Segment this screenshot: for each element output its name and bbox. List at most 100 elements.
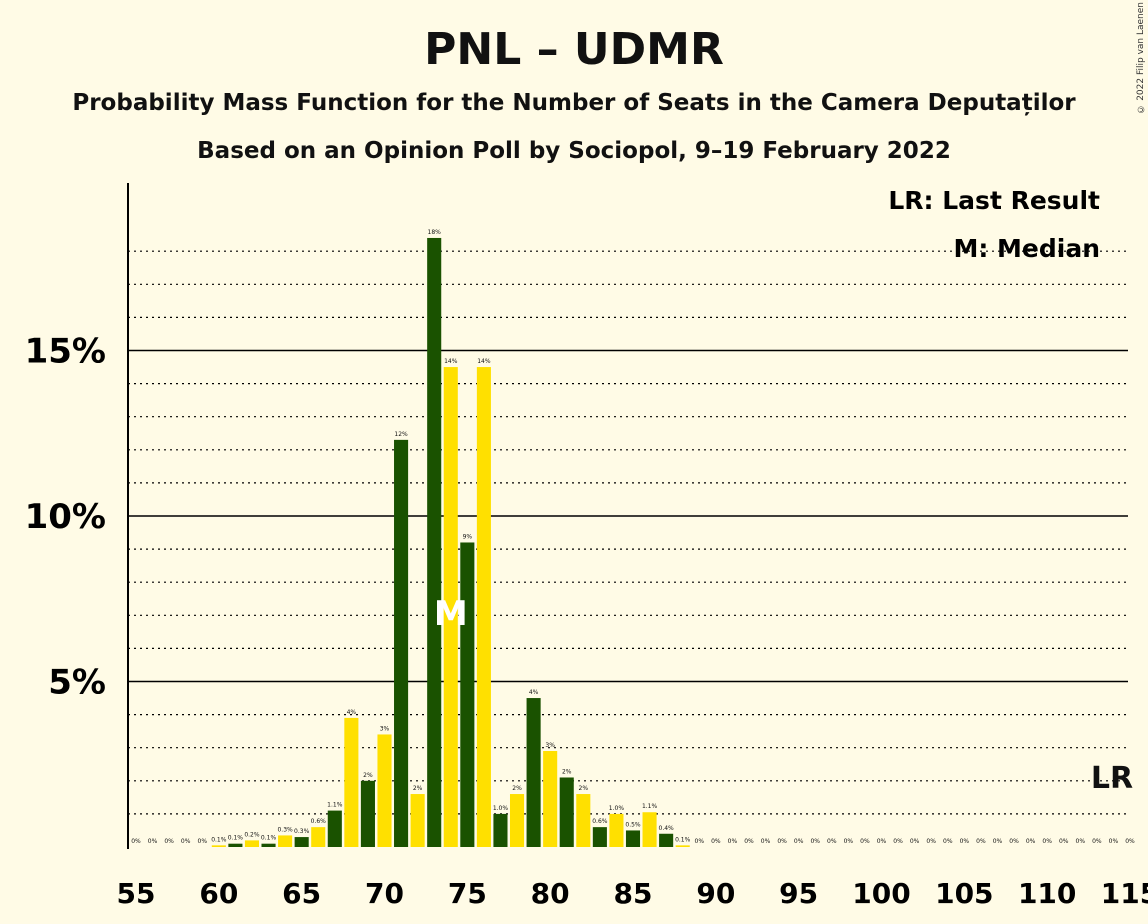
bar-value-label: 0%: [877, 838, 887, 845]
bar-value-label: 0%: [1076, 838, 1086, 845]
chart-source: Based on an Opinion Poll by Sociopol, 9–…: [197, 138, 951, 164]
bar-seat-82: [576, 794, 591, 847]
bar-seat-67: [327, 810, 342, 847]
bar-value-label: 0%: [960, 838, 970, 845]
bar-seat-78: [509, 794, 525, 847]
last-result-marker: LR: [1091, 761, 1133, 796]
x-tick-label: 100: [852, 877, 910, 910]
bars: [211, 237, 690, 847]
bar-seat-77: [493, 813, 508, 847]
bar-value-label: 0%: [744, 838, 754, 845]
bar-value-label: 0%: [860, 838, 870, 845]
bar-seat-68: [344, 717, 359, 847]
bar-value-label: 0%: [198, 838, 208, 845]
bar-value-label: 0%: [910, 838, 920, 845]
bar-seat-74: [443, 367, 458, 847]
bar-seat-80: [543, 751, 558, 847]
bar-value-label: 0%: [926, 838, 936, 845]
bar-seat-73: [427, 237, 442, 847]
bar-value-label: 0%: [1109, 838, 1119, 845]
bar-seat-61: [228, 843, 243, 847]
bar-seat-60: [211, 845, 226, 847]
bar-value-label: 2%: [413, 785, 423, 792]
bar-seat-81: [559, 777, 574, 847]
grid-lines: [128, 250, 1128, 815]
bar-seat-69: [360, 780, 375, 847]
x-tick-label: 70: [365, 877, 404, 910]
x-tick-label: 105: [935, 877, 993, 910]
bar-value-label: 1.0%: [609, 805, 625, 812]
x-tick-label: 75: [448, 877, 487, 910]
median-marker: M: [434, 594, 468, 634]
bar-value-label: 3%: [380, 725, 390, 732]
bar-value-label: 0%: [777, 838, 787, 845]
bar-value-label: 0.4%: [659, 825, 675, 832]
bar-value-label: 0.1%: [228, 835, 244, 842]
bar-value-label: 0%: [181, 838, 191, 845]
bar-value-label: 12%: [394, 431, 408, 438]
bar-value-label: 4%: [347, 709, 357, 716]
bar-value-label: 0%: [810, 838, 820, 845]
bar-value-label: 0.1%: [261, 835, 277, 842]
bar-labels: 0% 0% 0% 0% 0% 0.1% 0.1% 0.2% 0.1%0.3% 0.3%0.6%1.…: [131, 229, 1135, 845]
x-tick-label: 95: [779, 877, 818, 910]
bar-value-label: 0.1%: [675, 836, 691, 843]
bar-value-label: 0%: [695, 838, 705, 845]
bar-seat-76: [476, 367, 491, 847]
bar-value-label: 1.1%: [327, 802, 343, 809]
bar-value-label: 0%: [1026, 838, 1036, 845]
bar-value-label: 0%: [761, 838, 771, 845]
y-tick-label: 10%: [25, 497, 106, 537]
legend-median: M: Median: [953, 234, 1100, 263]
y-tick-label: 5%: [48, 663, 106, 703]
bar-value-label: 0%: [131, 838, 141, 845]
bar-value-label: 0%: [1092, 838, 1102, 845]
x-tick-label: 60: [199, 877, 238, 910]
bar-value-label: 18%: [428, 229, 442, 236]
legend-last-result: LR: Last Result: [888, 186, 1100, 215]
y-tick-label: 15%: [25, 332, 106, 372]
bar-value-label: 0.6%: [592, 818, 608, 825]
bar-seat-70: [377, 734, 392, 847]
bar-value-label: 0%: [164, 838, 174, 845]
bar-value-label: 0%: [844, 838, 854, 845]
bar-seat-84: [609, 813, 624, 847]
bar-value-label: 3%: [545, 742, 555, 749]
bar-value-label: 0%: [976, 838, 986, 845]
bar-value-label: 0.5%: [625, 821, 641, 828]
bar-value-label: 0.6%: [311, 818, 327, 825]
bar-value-label: 0.2%: [244, 831, 260, 838]
bar-value-label: 2%: [579, 785, 589, 792]
bar-value-label: 9%: [463, 533, 473, 540]
bar-seat-62: [244, 840, 260, 847]
bar-value-label: 0%: [1059, 838, 1069, 845]
bar-seat-64: [278, 835, 293, 847]
bar-seat-71: [394, 439, 409, 847]
bar-seat-79: [526, 698, 541, 847]
bar-value-label: 0%: [1125, 838, 1135, 845]
bar-value-label: 0%: [893, 838, 903, 845]
chart-title: PNL – UDMR: [424, 24, 724, 75]
bar-seat-65: [294, 837, 309, 847]
y-axis-ticks: 5% 10% 15%: [25, 332, 106, 703]
x-axis-ticks: 55 60 65 70 75 80 85 90 95 100 105 110 115: [117, 877, 1148, 910]
bar-value-label: 0%: [943, 838, 953, 845]
x-tick-label: 65: [282, 877, 321, 910]
bar-seat-72: [410, 794, 425, 847]
bar-value-label: 1.1%: [642, 803, 658, 810]
bar-seat-86: [642, 812, 657, 847]
bar-seat-75: [460, 542, 475, 847]
bar-value-label: 0%: [993, 838, 1003, 845]
bar-value-label: 0%: [1042, 838, 1052, 845]
bar-value-label: 0.1%: [211, 836, 227, 843]
x-tick-label: 115: [1101, 877, 1148, 910]
x-tick-label: 55: [117, 877, 156, 910]
bar-seat-87: [659, 833, 674, 847]
bar-value-label: 0%: [148, 838, 158, 845]
bar-value-label: 0.3%: [294, 828, 310, 835]
bar-value-label: 0%: [794, 838, 804, 845]
x-tick-label: 80: [531, 877, 570, 910]
bar-value-label: 2%: [562, 768, 572, 775]
chart-subtitle: Probability Mass Function for the Number…: [72, 90, 1076, 116]
